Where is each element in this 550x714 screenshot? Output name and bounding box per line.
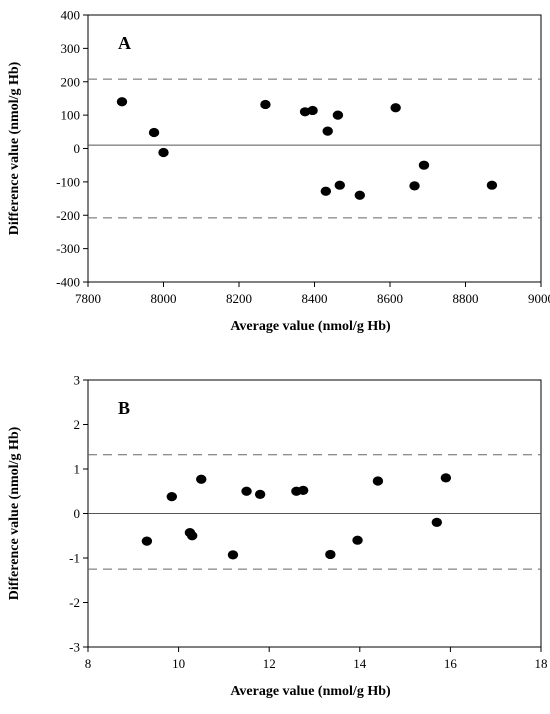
x-tick-label: 14 [353, 656, 367, 671]
chart-panel-A: -400 -300 -200 -100 0 100 200 300 400 7800 8000 820… [7, 8, 550, 335]
y-tick-label: -1 [69, 551, 80, 566]
y-tick-label: -400 [56, 275, 80, 290]
x-tick-label: 8800 [453, 291, 479, 306]
data-point [254, 489, 266, 499]
data-point [196, 474, 207, 484]
data-point [307, 105, 318, 116]
y-tick-label: 0 [74, 506, 81, 521]
x-tick-label: 7800 [75, 291, 101, 306]
y-tick-label: 200 [61, 74, 81, 89]
y-tick-label: -3 [69, 640, 80, 655]
y-tick-label: 3 [74, 373, 81, 388]
y-axis-title: Difference value (nmol/g Hb) [7, 426, 22, 600]
y-tick-label: 300 [61, 41, 81, 56]
x-tick-label: 10 [172, 656, 185, 671]
x-tick-label: 16 [444, 656, 458, 671]
data-point [141, 536, 153, 546]
y-tick-label: 100 [61, 108, 81, 123]
data-point [227, 550, 239, 560]
y-axis-title: Difference value (nmol/g Hb) [7, 61, 22, 235]
data-point [372, 476, 384, 486]
x-tick-label: 8600 [377, 291, 403, 306]
data-point [116, 97, 128, 107]
data-point [186, 531, 198, 541]
plot-frame [87, 14, 542, 283]
panel-label: A [118, 33, 131, 53]
data-point [320, 186, 332, 196]
data-point [332, 110, 344, 120]
y-tick-label: 1 [74, 462, 81, 477]
x-tick-label: 8000 [151, 291, 177, 306]
data-point [166, 491, 178, 502]
panel-label: B [118, 398, 130, 418]
x-tick-label: 12 [263, 656, 276, 671]
y-tick-label: -200 [56, 208, 80, 223]
y-tick-label: -2 [69, 595, 80, 610]
data-point [352, 535, 363, 545]
data-point [390, 103, 401, 113]
x-tick-label: 18 [535, 656, 548, 671]
data-point [440, 473, 452, 483]
data-point [158, 147, 169, 158]
data-point [418, 160, 430, 170]
data-point [431, 517, 443, 528]
y-tick-label: 400 [61, 8, 81, 23]
data-point [325, 549, 336, 560]
x-tick-label: 8 [85, 656, 92, 671]
data-point [148, 127, 160, 138]
y-tick-label: -300 [56, 241, 80, 256]
data-point [486, 180, 498, 190]
x-axis-title: Average value (nmol/g Hb) [230, 319, 391, 334]
x-tick-label: 8200 [226, 291, 252, 306]
y-tick-label: -100 [56, 174, 80, 189]
y-tick-label: 0 [74, 141, 81, 156]
data-point [334, 180, 345, 190]
data-point [354, 190, 365, 200]
data-point [241, 486, 252, 496]
data-point [260, 99, 271, 110]
x-tick-label: 9000 [528, 291, 550, 306]
y-tick-label: 2 [74, 417, 81, 432]
data-point [409, 181, 420, 191]
x-axis-title: Average value (nmol/g Hb) [230, 684, 391, 699]
data-point [297, 485, 309, 495]
data-point [322, 126, 333, 136]
x-tick-label: 8400 [302, 291, 328, 306]
